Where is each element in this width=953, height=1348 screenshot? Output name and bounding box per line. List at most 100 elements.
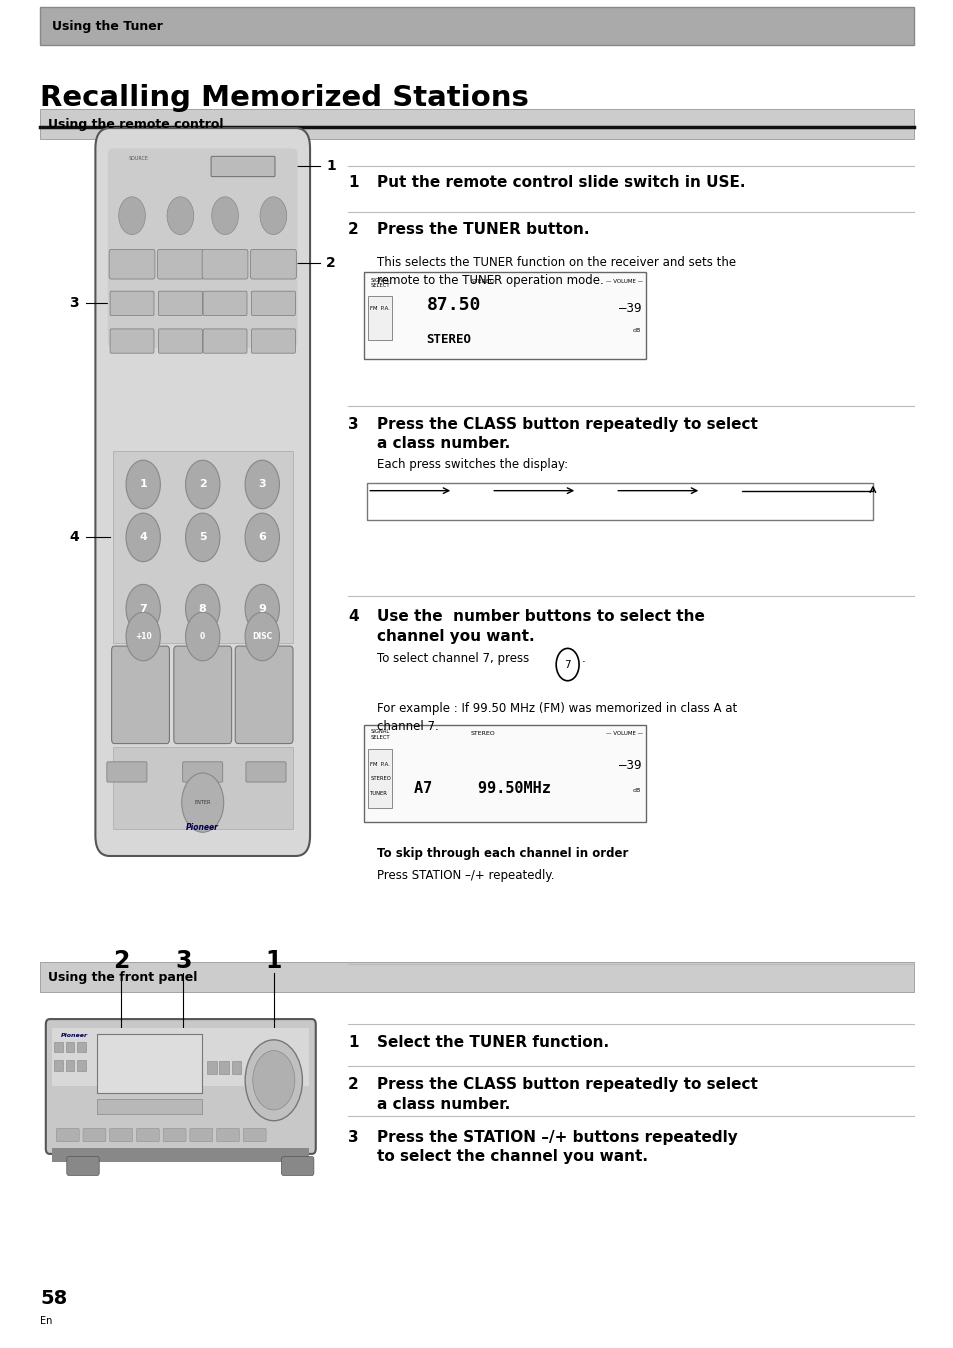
FancyBboxPatch shape [367, 483, 872, 520]
Text: +10: +10 [134, 632, 152, 642]
Text: DIRECT
ACCESS: DIRECT ACCESS [265, 295, 281, 303]
FancyBboxPatch shape [83, 1128, 106, 1142]
Text: SOURCE: SOURCE [128, 156, 148, 162]
FancyBboxPatch shape [77, 1060, 86, 1070]
Circle shape [185, 514, 219, 562]
FancyBboxPatch shape [364, 725, 645, 822]
Text: 1: 1 [348, 1035, 358, 1050]
FancyBboxPatch shape [203, 291, 247, 315]
FancyBboxPatch shape [97, 1034, 202, 1093]
FancyBboxPatch shape [46, 1019, 315, 1154]
Text: To select channel 7, press: To select channel 7, press [376, 652, 529, 666]
Text: En: En [40, 1316, 52, 1325]
Text: TV ⏻: TV ⏻ [195, 678, 210, 685]
FancyBboxPatch shape [190, 1128, 213, 1142]
Text: DISC: DISC [252, 632, 273, 642]
Text: Select the TUNER function.: Select the TUNER function. [376, 1035, 608, 1050]
Text: Recalling Memorized Stations: Recalling Memorized Stations [40, 84, 528, 112]
Circle shape [245, 1039, 302, 1120]
Circle shape [126, 514, 160, 562]
Text: To skip through each channel in order: To skip through each channel in order [376, 847, 627, 860]
FancyBboxPatch shape [364, 272, 645, 359]
Text: 4: 4 [139, 532, 147, 542]
FancyBboxPatch shape [243, 1128, 266, 1142]
FancyBboxPatch shape [52, 1029, 309, 1086]
FancyBboxPatch shape [158, 329, 202, 353]
FancyBboxPatch shape [40, 109, 913, 139]
FancyBboxPatch shape [163, 1128, 186, 1142]
Text: INFO: INFO [175, 299, 185, 303]
FancyBboxPatch shape [77, 1042, 86, 1053]
Text: 3: 3 [70, 297, 79, 310]
Text: ENTER: ENTER [194, 801, 211, 805]
Text: Each press switches the display:: Each press switches the display: [376, 458, 567, 472]
FancyBboxPatch shape [95, 128, 310, 856]
Circle shape [118, 197, 145, 235]
Text: Pioneer: Pioneer [61, 1033, 88, 1038]
Text: BAND: BAND [219, 299, 231, 303]
Text: 58: 58 [40, 1289, 68, 1308]
FancyBboxPatch shape [251, 249, 296, 279]
Text: 8: 8 [198, 604, 207, 613]
FancyBboxPatch shape [281, 1157, 314, 1175]
FancyBboxPatch shape [219, 1061, 229, 1074]
FancyBboxPatch shape [110, 1128, 132, 1142]
FancyBboxPatch shape [252, 291, 295, 315]
Text: 2: 2 [326, 256, 335, 270]
FancyBboxPatch shape [54, 1042, 63, 1053]
FancyBboxPatch shape [252, 329, 295, 353]
FancyBboxPatch shape [52, 1148, 309, 1162]
FancyBboxPatch shape [368, 297, 392, 340]
Circle shape [126, 460, 160, 508]
Text: Using the Tuner: Using the Tuner [51, 20, 162, 32]
Text: 0: 0 [200, 632, 205, 642]
FancyBboxPatch shape [112, 450, 293, 643]
Text: –: – [137, 710, 144, 724]
FancyBboxPatch shape [40, 7, 913, 44]
FancyBboxPatch shape [203, 329, 247, 353]
FancyBboxPatch shape [136, 1128, 159, 1142]
Text: Press the CLASS button repeatedly to select
a class number.: Press the CLASS button repeatedly to sel… [376, 1077, 757, 1112]
Text: For example : If 99.50 MHz (FM) was memorized in class A at
channel 7.: For example : If 99.50 MHz (FM) was memo… [376, 702, 737, 733]
Circle shape [167, 197, 193, 235]
FancyBboxPatch shape [211, 156, 274, 177]
Text: 6: 6 [258, 532, 266, 542]
FancyBboxPatch shape [368, 749, 392, 807]
Text: Press the CLASS button repeatedly to select
a class number.: Press the CLASS button repeatedly to sel… [376, 417, 757, 452]
Text: 1: 1 [265, 949, 282, 973]
FancyBboxPatch shape [66, 1060, 74, 1070]
Text: 4: 4 [70, 530, 79, 545]
FancyBboxPatch shape [112, 646, 170, 744]
Text: STEREO: STEREO [470, 731, 495, 736]
Circle shape [181, 772, 223, 832]
Circle shape [253, 1050, 294, 1109]
Text: +: + [258, 674, 270, 689]
FancyBboxPatch shape [202, 249, 248, 279]
Text: 1: 1 [348, 175, 358, 190]
Text: .: . [581, 652, 585, 666]
Text: FM  P.A.: FM P.A. [370, 762, 390, 767]
Text: STEREO: STEREO [370, 776, 391, 780]
Text: TV FUNC: TV FUNC [192, 717, 213, 723]
Text: Using the remote control: Using the remote control [48, 117, 223, 131]
FancyBboxPatch shape [216, 1128, 239, 1142]
FancyBboxPatch shape [157, 249, 203, 279]
Text: Press STATION –/+ repeatedly.: Press STATION –/+ repeatedly. [376, 869, 554, 883]
Text: 5: 5 [199, 532, 206, 542]
FancyBboxPatch shape [112, 747, 293, 829]
Text: 2: 2 [112, 949, 130, 973]
FancyBboxPatch shape [107, 762, 147, 782]
FancyBboxPatch shape [235, 646, 293, 744]
Text: 3: 3 [348, 417, 358, 431]
FancyBboxPatch shape [66, 1042, 74, 1053]
FancyBboxPatch shape [207, 1061, 216, 1074]
Circle shape [245, 460, 279, 508]
FancyBboxPatch shape [56, 1128, 79, 1142]
Text: USE  SETUP: USE SETUP [231, 164, 255, 168]
Text: Press the STATION –/+ buttons repeatedly
to select the channel you want.: Press the STATION –/+ buttons repeatedly… [376, 1130, 737, 1165]
Text: TV CONTROL: TV CONTROL [187, 700, 218, 705]
Text: RECEIVER: RECEIVER [225, 156, 249, 162]
Text: Press the TUNER button.: Press the TUNER button. [376, 222, 589, 237]
FancyBboxPatch shape [109, 249, 154, 279]
Text: 87.50: 87.50 [426, 297, 480, 314]
